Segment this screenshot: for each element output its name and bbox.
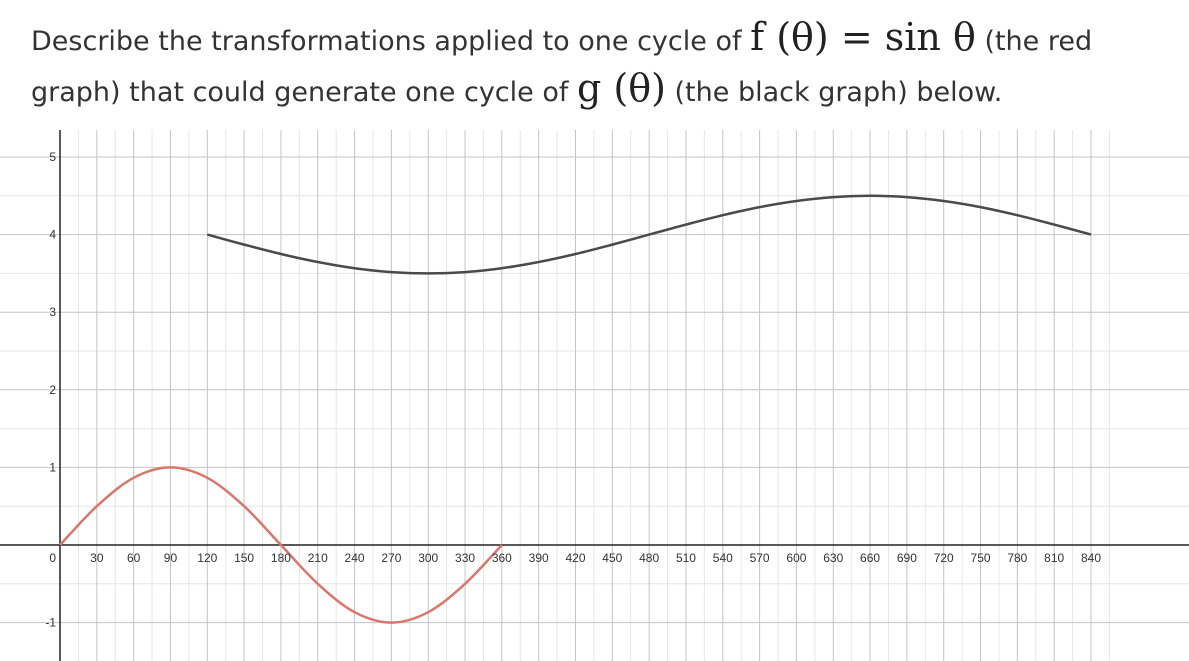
- y-tick-label: -1: [45, 616, 56, 630]
- axes: [0, 130, 1189, 661]
- x-tick-label: 750: [971, 551, 991, 565]
- origin-label: 0: [49, 551, 56, 565]
- x-tick-label: 840: [1081, 551, 1101, 565]
- question-part-1: Describe the transformations applied to …: [31, 26, 742, 57]
- x-tick-label: 120: [197, 551, 217, 565]
- x-tick-label: 240: [345, 551, 365, 565]
- tick-labels: 30 60 90 120 150 180 210 240 270 300 330 360 390 420 4…: [45, 150, 1101, 630]
- g-theta-formula: g (θ): [576, 66, 666, 110]
- x-tick-label: 270: [381, 551, 401, 565]
- y-tick-label: 5: [49, 150, 56, 164]
- y-tick-label: 4: [49, 228, 56, 242]
- x-tick-label: 570: [750, 551, 770, 565]
- y-tick-label: 2: [49, 383, 56, 397]
- y-tick-label: 1: [49, 460, 56, 474]
- x-tick-label: 330: [455, 551, 475, 565]
- x-tick-label: 480: [639, 551, 659, 565]
- x-tick-label: 660: [860, 551, 880, 565]
- question-part-2: (the red: [984, 26, 1093, 57]
- y-tick-label: 3: [49, 305, 56, 319]
- major-gridlines: [0, 130, 1189, 661]
- x-tick-label: 450: [602, 551, 622, 565]
- x-tick-label: 390: [529, 551, 549, 565]
- x-tick-label: 810: [1044, 551, 1064, 565]
- question-part-3: graph) that could generate one cycle of: [31, 77, 569, 108]
- x-tick-label: 540: [713, 551, 733, 565]
- x-tick-label: 720: [934, 551, 954, 565]
- x-tick-label: 600: [786, 551, 806, 565]
- x-tick-label: 90: [164, 551, 178, 565]
- x-tick-label: 360: [492, 551, 512, 565]
- x-tick-label: 60: [127, 551, 141, 565]
- series-lines: [59, 194, 1092, 624]
- x-tick-label: 210: [308, 551, 328, 565]
- x-tick-label: 300: [418, 551, 438, 565]
- red-sine-curve: [59, 466, 503, 624]
- x-tick-label: 630: [823, 551, 843, 565]
- x-tick-label: 780: [1007, 551, 1027, 565]
- question-part-4: (the black graph) below.: [674, 77, 1003, 108]
- x-tick-label: 150: [234, 551, 254, 565]
- f-theta-formula: f (θ) = sin θ: [750, 15, 976, 59]
- x-tick-label: 30: [90, 551, 104, 565]
- x-tick-label: 690: [897, 551, 917, 565]
- x-tick-label: 420: [565, 551, 585, 565]
- minor-gridlines: [0, 130, 1189, 661]
- black-transformed-curve: [206, 194, 1092, 275]
- x-tick-label: 180: [271, 551, 291, 565]
- x-tick-label: 510: [676, 551, 696, 565]
- question-text: Describe the transformations applied to …: [31, 14, 1161, 116]
